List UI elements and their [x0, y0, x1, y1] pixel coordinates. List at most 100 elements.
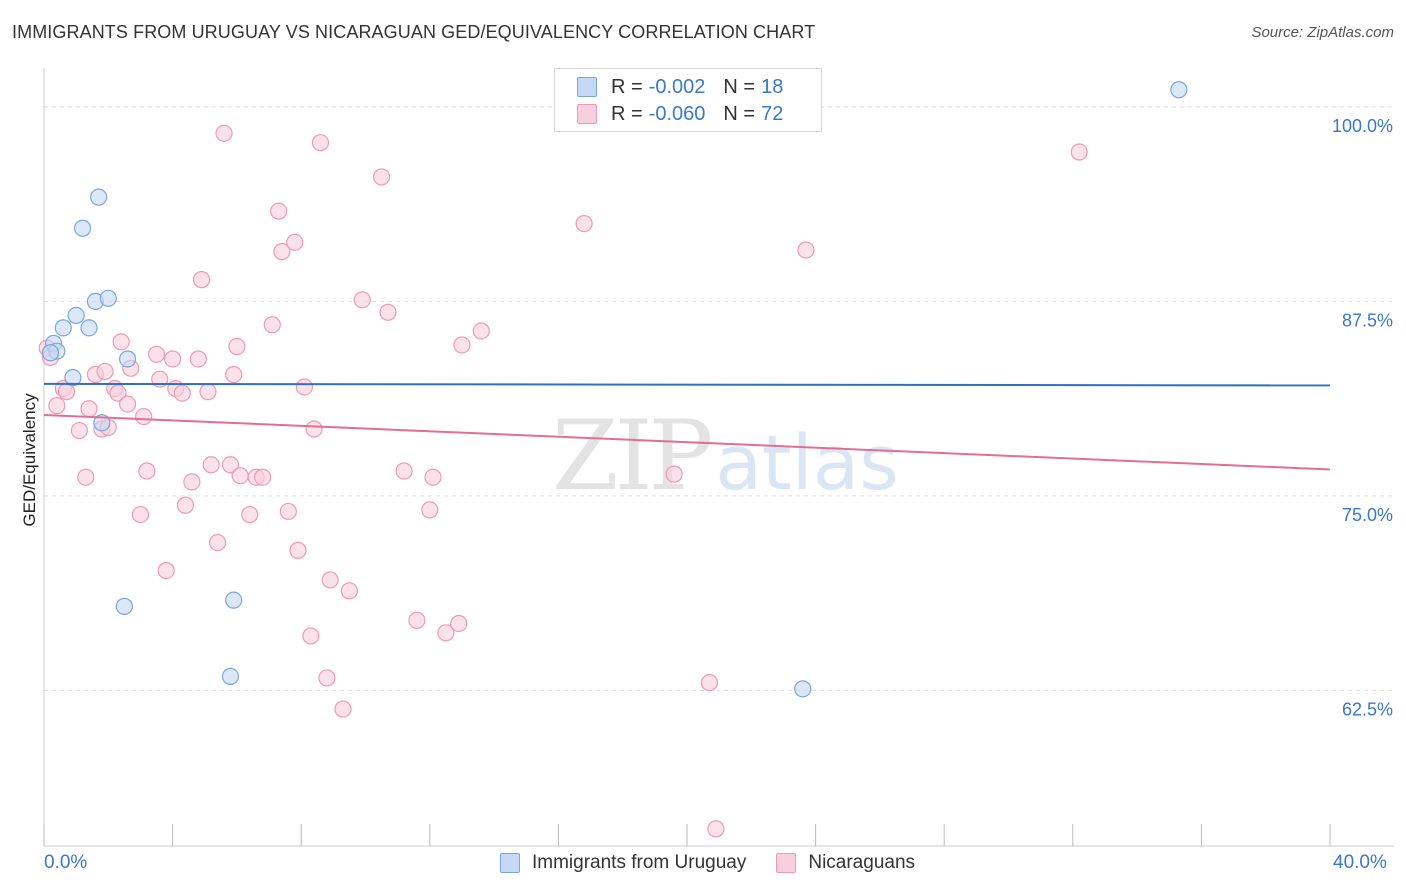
data-point-nicaraguans — [1070, 143, 1088, 161]
legend-r-label: R = — [611, 75, 643, 98]
data-point-nicaraguans — [48, 397, 66, 415]
legend-swatch-uruguay — [500, 853, 520, 873]
trend-line-uruguay — [43, 382, 1331, 387]
data-point-nicaraguans — [665, 465, 683, 483]
x-tick-label-min: 0.0% — [44, 852, 88, 873]
data-point-nicaraguans — [215, 124, 233, 142]
legend-n-value: 18 — [761, 75, 784, 98]
data-point-nicaraguans — [379, 303, 397, 321]
legend-n-label: N = — [723, 75, 756, 98]
data-point-uruguay — [80, 319, 98, 337]
y-tick-label: 87.5% — [1342, 310, 1393, 330]
data-point-nicaraguans — [131, 505, 150, 524]
data-point-nicaraguans — [157, 561, 175, 580]
data-point-nicaraguans — [77, 468, 95, 486]
data-point-nicaraguans — [231, 467, 249, 485]
data-point-uruguay — [1170, 81, 1188, 99]
data-point-nicaraguans — [80, 400, 98, 418]
data-point-nicaraguans — [453, 336, 471, 354]
data-point-nicaraguans — [96, 362, 114, 381]
data-point-uruguay — [64, 369, 82, 387]
data-point-uruguay — [99, 289, 117, 307]
data-point-nicaraguans — [173, 384, 191, 402]
data-point-nicaraguans — [279, 502, 297, 521]
legend-n-value: 72 — [761, 102, 784, 125]
x-tick-label-max: 40.0% — [1333, 852, 1387, 873]
series-legend: Immigrants from Uruguay Nicaraguans — [500, 852, 945, 874]
correlation-legend: R = -0.002 N = 18 R = -0.060 N = 72 — [554, 68, 822, 132]
legend-row-nicaraguans: R = -0.060 N = 72 — [577, 101, 783, 127]
watermark: ZIPatlas — [552, 400, 899, 512]
data-point-nicaraguans — [340, 582, 359, 600]
legend-label-nicaraguans: Nicaraguans — [808, 852, 916, 873]
data-point-nicaraguans — [575, 215, 593, 233]
y-tick-label: 75.0% — [1342, 505, 1393, 525]
data-point-nicaraguans — [209, 533, 227, 552]
legend-item-nicaraguans: Nicaraguans — [776, 852, 915, 874]
data-point-nicaraguans — [472, 322, 490, 340]
data-point-nicaraguans — [138, 462, 156, 480]
data-point-nicaraguans — [700, 674, 719, 692]
data-point-nicaraguans — [176, 496, 195, 514]
data-point-nicaraguans — [289, 541, 307, 559]
data-point-nicaraguans — [147, 345, 166, 363]
data-point-nicaraguans — [797, 241, 815, 259]
legend-label-uruguay: Immigrants from Uruguay — [532, 852, 747, 873]
data-point-nicaraguans — [273, 243, 291, 261]
data-point-nicaraguans — [437, 624, 455, 642]
data-point-nicaraguans — [135, 407, 153, 426]
data-point-nicaraguans — [353, 291, 371, 309]
data-point-nicaraguans — [270, 202, 288, 220]
data-point-uruguay — [225, 591, 243, 609]
trend-line-nicaraguans — [43, 413, 1331, 471]
watermark-atlas: atlas — [715, 418, 899, 507]
data-point-nicaraguans — [202, 456, 220, 474]
data-point-nicaraguans — [450, 614, 468, 633]
data-point-uruguay — [221, 667, 240, 685]
source-label: Source: ZipAtlas.com — [1251, 24, 1394, 41]
legend-swatch-nicaraguans — [577, 104, 597, 124]
data-point-uruguay — [41, 344, 60, 362]
data-point-uruguay — [67, 306, 85, 325]
data-point-nicaraguans — [221, 456, 240, 474]
data-point-nicaraguans — [189, 350, 207, 368]
y-tick-label: 62.5% — [1342, 699, 1393, 719]
data-point-nicaraguans — [311, 134, 330, 152]
legend-r-label: R = — [611, 102, 643, 125]
data-point-nicaraguans — [199, 383, 217, 401]
data-point-nicaraguans — [295, 378, 314, 396]
data-point-nicaraguans — [109, 384, 127, 402]
data-point-uruguay — [794, 680, 812, 698]
data-point-uruguay — [115, 597, 133, 615]
data-point-nicaraguans — [263, 316, 281, 334]
data-point-uruguay — [90, 188, 108, 206]
data-point-nicaraguans — [70, 421, 88, 440]
legend-n-label: N = — [723, 102, 756, 125]
data-point-nicaraguans — [254, 468, 272, 486]
data-point-nicaraguans — [192, 271, 211, 289]
data-point-uruguay — [118, 350, 137, 368]
data-point-nicaraguans — [183, 473, 201, 491]
data-point-nicaraguans — [228, 337, 246, 356]
y-axis-label: GED/Equivalency — [20, 393, 39, 527]
data-point-nicaraguans — [395, 462, 413, 480]
data-point-nicaraguans — [286, 233, 304, 251]
data-point-nicaraguans — [707, 820, 725, 838]
data-point-nicaraguans — [112, 333, 130, 351]
legend-swatch-nicaraguans — [776, 853, 797, 873]
chart-title: IMMIGRANTS FROM URUGUAY VS NICARAGUAN GE… — [12, 22, 816, 42]
data-point-uruguay — [73, 219, 92, 237]
data-point-nicaraguans — [225, 365, 243, 384]
data-point-uruguay — [93, 414, 111, 432]
data-point-nicaraguans — [302, 627, 320, 645]
data-point-nicaraguans — [318, 669, 336, 687]
data-point-nicaraguans — [334, 700, 352, 718]
legend-row-uruguay: R = -0.002 N = 18 — [577, 74, 783, 100]
data-point-nicaraguans — [321, 571, 339, 589]
data-point-nicaraguans — [118, 395, 137, 413]
data-point-nicaraguans — [421, 501, 439, 519]
data-point-nicaraguans — [372, 168, 391, 186]
legend-r-value: -0.002 — [648, 75, 706, 98]
data-point-uruguay — [54, 319, 72, 337]
